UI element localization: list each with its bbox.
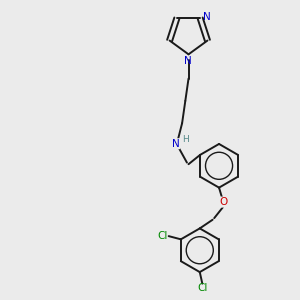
Text: N: N [184, 56, 191, 66]
Text: Cl: Cl [157, 231, 167, 241]
Text: O: O [220, 197, 228, 207]
Text: N: N [172, 139, 180, 149]
Text: H: H [183, 135, 189, 144]
Text: N: N [203, 12, 211, 22]
Text: Cl: Cl [197, 283, 208, 293]
